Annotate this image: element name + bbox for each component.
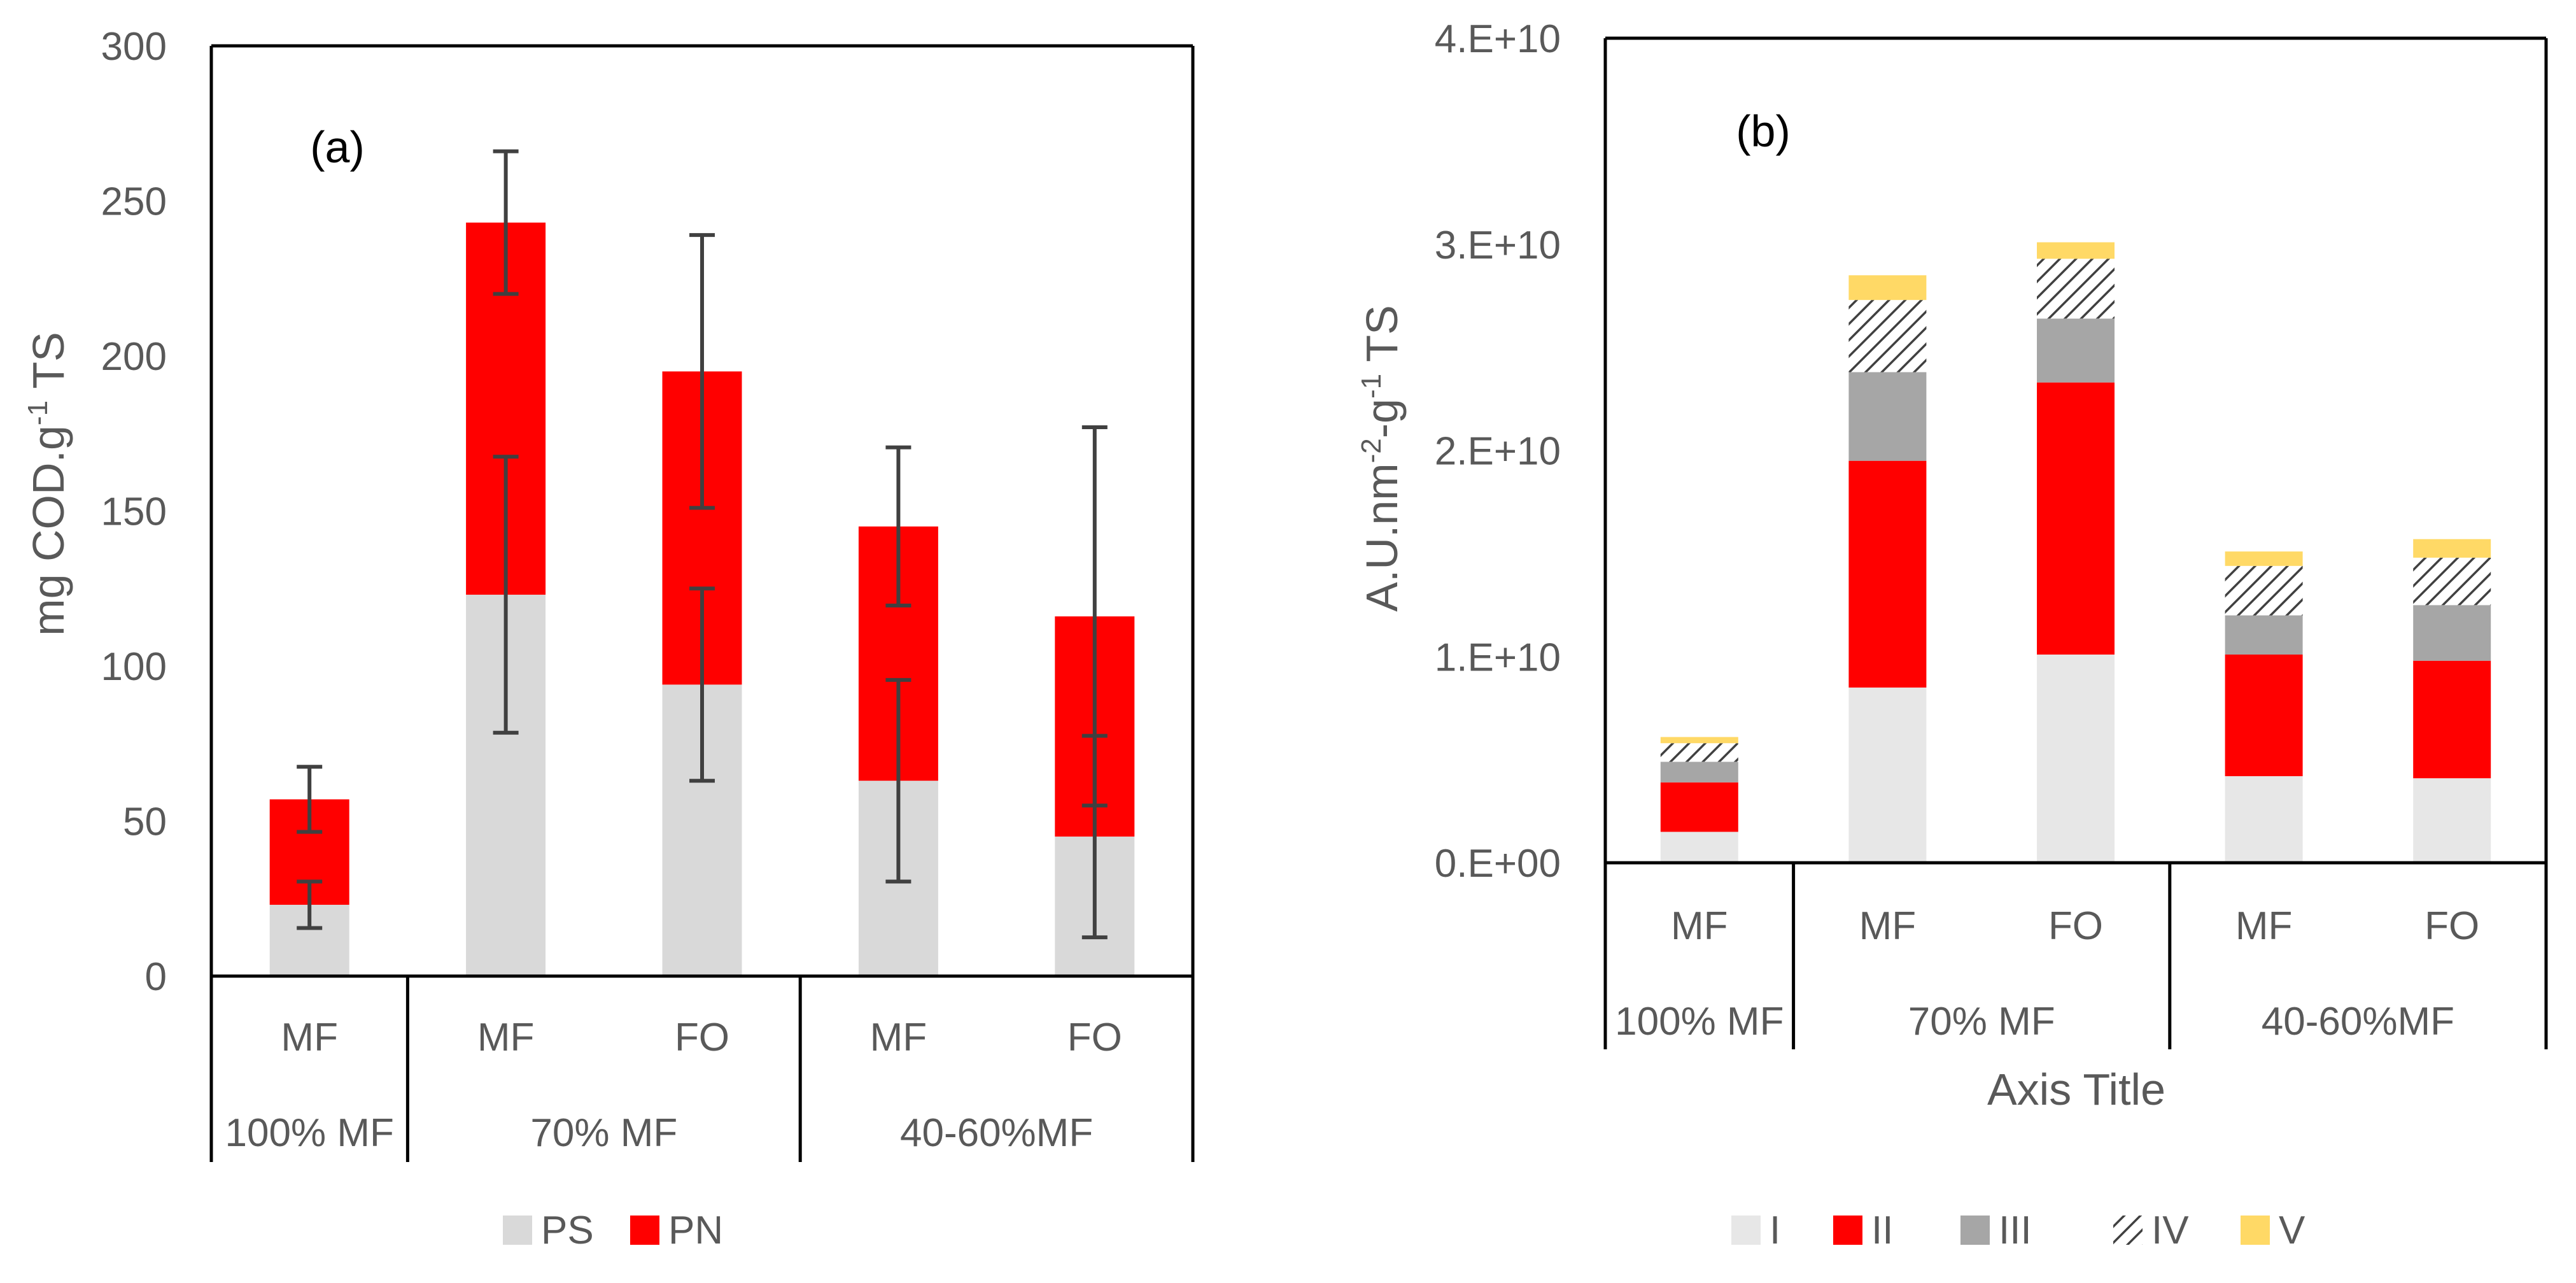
chart-b: A.U.nm-2-g-1 TS (b) 0.E+00 1.E+10 2.E+10 3.… (1356, 17, 2548, 1252)
y-axis-label-b: A.U.nm-2-g-1 TS (1356, 305, 1407, 612)
y-axis-label-a: mg COD.g-1 TS (22, 332, 73, 635)
y-tick-label: 3.E+10 (1435, 223, 1561, 267)
x-tick-label: FO (2048, 904, 2103, 948)
y-tick-label: 250 (101, 180, 167, 224)
bar-v (2225, 551, 2303, 566)
legend-swatch-ii (1833, 1216, 1862, 1245)
y-tick-label: 1.E+10 (1435, 635, 1561, 679)
y-tick-label: 150 (101, 490, 167, 534)
y-tick-label: 200 (101, 335, 167, 379)
y-tick-label: 50 (123, 800, 167, 844)
x-group-label: 70% MF (530, 1111, 677, 1155)
y-tick-label: 0.E+00 (1435, 842, 1561, 886)
bar-v (1660, 737, 1738, 744)
bar-iv (2225, 565, 2303, 616)
bar-ii (2037, 382, 2115, 655)
y-axis-ticks-b: 0.E+00 1.E+10 2.E+10 3.E+10 4.E+10 (1435, 17, 1561, 886)
x-tick-label: FO (1067, 1016, 1122, 1060)
legend-label-v: V (2279, 1209, 2305, 1252)
x-group-label: 40-60%MF (900, 1111, 1093, 1155)
legend-swatch-i (1731, 1216, 1761, 1245)
svg-text:A.U.nm-2-g-1 TS: A.U.nm-2-g-1 TS (1356, 305, 1407, 612)
x-tick-label: MF (870, 1016, 927, 1060)
axes-a (209, 44, 1195, 1162)
y-tick-label: 2.E+10 (1435, 430, 1561, 474)
legend-label-iii: III (1999, 1209, 2032, 1252)
bar-iii (2225, 615, 2303, 655)
legend-b: I II III IV V (1731, 1209, 2305, 1252)
x-tick-label: MF (281, 1016, 338, 1060)
legend-label-pn: PN (668, 1209, 723, 1252)
x-group-label: 70% MF (1908, 1000, 2055, 1044)
y-tick-label: 4.E+10 (1435, 17, 1561, 61)
bar-iii (2413, 605, 2491, 661)
bar-v (2413, 539, 2491, 558)
bar-v (2037, 242, 2115, 259)
bar-iv (2413, 557, 2491, 606)
bar-i (2413, 778, 2491, 863)
x-tick-label: MF (1859, 904, 1917, 948)
bar-i (1848, 687, 1927, 863)
x-group-label: 40-60%MF (2262, 1000, 2454, 1044)
legend-label-ps: PS (541, 1209, 594, 1252)
bar-iv (1660, 743, 1738, 762)
panel-label-a: (a) (310, 122, 365, 172)
legend-swatch-iv (2113, 1216, 2143, 1245)
bar-iv (2037, 259, 2115, 319)
bar-iii (1848, 372, 1927, 461)
bar-ii (2225, 655, 2303, 777)
axes-b (1603, 36, 2548, 1049)
panel-label-b: (b) (1736, 106, 1791, 156)
x-tick-label: MF (477, 1016, 535, 1060)
x-group-label: 100% MF (1615, 1000, 1784, 1044)
bar-v (1848, 275, 1927, 301)
x-tick-label: MF (1671, 904, 1728, 948)
legend-swatch-pn (630, 1216, 659, 1245)
x-axis-categories-b: MF MF FO MF FO 100% MF 70% MF 40-60%MF (1615, 904, 2479, 1044)
x-axis-categories-a: MF MF FO MF FO 100% MF 70% MF 40-60%MF (225, 1016, 1122, 1155)
legend-label-ii: II (1871, 1209, 1893, 1252)
y-tick-label: 100 (101, 645, 167, 689)
bar-ii (1848, 460, 1927, 688)
x-tick-label: MF (2235, 904, 2293, 948)
legend-swatch-v (2241, 1216, 2270, 1245)
bar-iii (1660, 762, 1738, 783)
y-tick-label: 0 (145, 955, 167, 999)
legend-label-i: I (1770, 1209, 1780, 1252)
legend-swatch-ps (503, 1216, 532, 1245)
x-axis-title-b: Axis Title (1987, 1065, 2165, 1114)
x-group-label: 100% MF (225, 1111, 394, 1155)
y-tick-label: 300 (101, 25, 167, 69)
bar-i (1660, 832, 1738, 863)
y-axis-ticks-a: 0 50 100 150 200 250 300 (101, 25, 167, 999)
bars-b (1660, 242, 2491, 863)
bar-i (2037, 655, 2115, 863)
bar-ii (2413, 660, 2491, 779)
error-bars-a (297, 149, 1108, 940)
legend-label-iv: IV (2151, 1209, 2189, 1252)
bar-ii (1660, 782, 1738, 832)
bar-iii (2037, 318, 2115, 383)
legend-a: PS PN (503, 1209, 723, 1252)
bar-iv (1848, 300, 1927, 372)
legend-swatch-iii (1960, 1216, 1990, 1245)
bar-i (2225, 776, 2303, 863)
x-tick-label: FO (675, 1016, 729, 1060)
svg-text:mg COD.g-1 TS: mg COD.g-1 TS (22, 332, 73, 635)
x-tick-label: FO (2425, 904, 2479, 948)
